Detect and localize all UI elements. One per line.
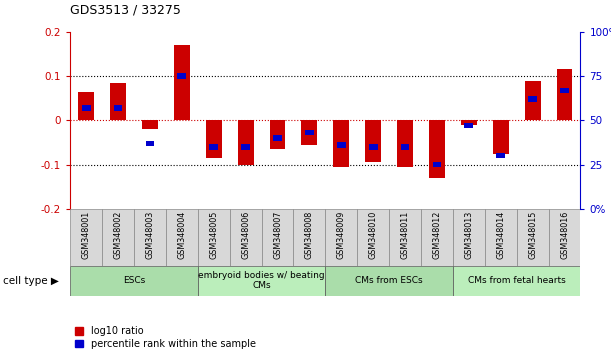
Bar [549,209,580,266]
Text: GSM348009: GSM348009 [337,211,346,259]
Text: GSM348010: GSM348010 [368,211,378,259]
Bar [110,83,126,120]
Bar [273,135,282,141]
Bar [325,266,453,296]
Bar [82,105,90,110]
Text: CMs from fetal hearts: CMs from fetal hearts [468,276,566,285]
Text: GSM348008: GSM348008 [305,211,314,259]
Bar [198,209,230,266]
Bar [325,209,357,266]
Bar [166,209,198,266]
Bar [206,120,222,158]
Text: cell type ▶: cell type ▶ [3,276,59,286]
Text: GSM348015: GSM348015 [528,211,537,259]
Bar [177,73,186,79]
Bar [238,120,254,165]
Bar [102,209,134,266]
Text: GSM348014: GSM348014 [496,211,505,259]
Bar [145,141,155,146]
Bar [337,143,346,148]
Bar [134,209,166,266]
Bar [301,120,317,145]
Bar [453,266,580,296]
Bar [78,92,94,120]
Bar [529,97,537,102]
Bar [421,209,453,266]
Bar [525,81,541,120]
Text: GSM348012: GSM348012 [433,211,442,259]
Text: GSM348013: GSM348013 [464,211,474,259]
Bar [397,120,413,167]
Text: GSM348011: GSM348011 [401,211,409,259]
Text: GSM348002: GSM348002 [114,211,123,259]
Bar [70,209,102,266]
Bar [305,130,314,136]
Bar [560,88,569,93]
Bar [198,266,325,296]
Bar [241,144,250,150]
Bar [114,105,122,110]
Text: GSM348005: GSM348005 [209,211,218,259]
Text: GSM348001: GSM348001 [82,211,90,259]
Text: GSM348006: GSM348006 [241,211,250,259]
Bar [389,209,421,266]
Bar [517,209,549,266]
Bar [453,209,485,266]
Text: GSM348016: GSM348016 [560,211,569,259]
Bar [557,69,573,120]
Bar [142,120,158,129]
Bar [334,120,349,167]
Bar [492,120,509,154]
Text: CMs from ESCs: CMs from ESCs [356,276,423,285]
Bar [464,123,474,129]
Bar [433,162,441,167]
Bar [369,144,378,150]
Bar [210,144,218,150]
Text: GSM348004: GSM348004 [177,211,186,259]
Bar [262,209,293,266]
Text: GSM348007: GSM348007 [273,211,282,259]
Bar [496,153,505,159]
Text: GDS3513 / 33275: GDS3513 / 33275 [70,4,181,16]
Bar [357,209,389,266]
Bar [293,209,325,266]
Text: GSM348003: GSM348003 [145,211,155,259]
Bar [485,209,517,266]
Bar [269,120,285,149]
Bar [365,120,381,162]
Text: ESCs: ESCs [123,276,145,285]
Bar [70,266,198,296]
Bar [230,209,262,266]
Bar [401,144,409,150]
Legend: log10 ratio, percentile rank within the sample: log10 ratio, percentile rank within the … [75,326,255,349]
Bar [429,120,445,178]
Text: embryoid bodies w/ beating
CMs: embryoid bodies w/ beating CMs [199,271,325,290]
Bar [174,45,190,120]
Bar [461,120,477,125]
